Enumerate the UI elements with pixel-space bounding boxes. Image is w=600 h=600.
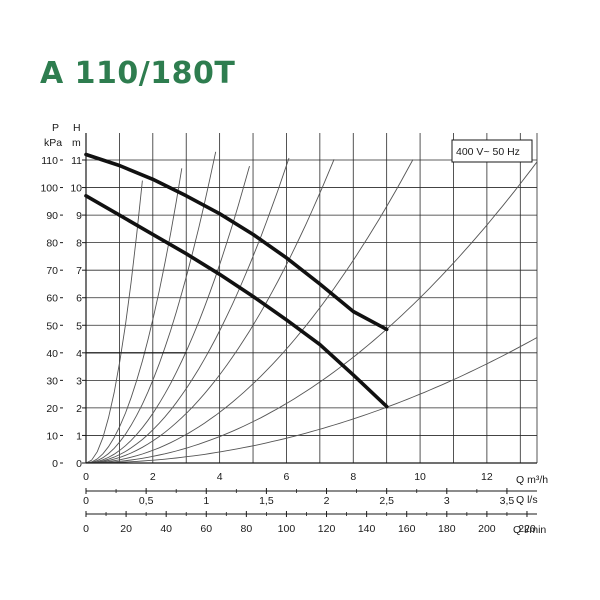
- p-axis-unit-2: kPa: [44, 137, 62, 149]
- system-curve: [85, 157, 290, 464]
- x-axis-lmin-label: Q l/min: [513, 524, 546, 536]
- p-tick-label: 30: [46, 375, 58, 387]
- pump-curves: [84, 152, 389, 409]
- voltage-annotation: 400 V~ 50 Hz: [456, 146, 520, 158]
- p-tick-label: 40: [46, 348, 58, 360]
- h-axis-unit-2: m: [72, 137, 81, 149]
- m3h-tick-label: 10: [414, 471, 426, 483]
- system-curve: [86, 161, 538, 464]
- lmin-tick-label: 180: [438, 523, 456, 535]
- m3h-tick-label: 12: [481, 471, 493, 483]
- h-tick-label: 3: [76, 375, 82, 387]
- chart-title: A 110/180T: [40, 56, 236, 91]
- grid: [85, 133, 538, 464]
- lmin-tick-label: 100: [278, 523, 296, 535]
- p-tick-label: 70: [46, 265, 58, 277]
- lmin-tick-label: 160: [398, 523, 416, 535]
- p-axis-unit-1: P: [52, 122, 59, 134]
- h-tick-label: 5: [76, 320, 82, 332]
- p-tick-label: 100: [40, 183, 58, 195]
- lmin-tick-label: 120: [318, 523, 336, 535]
- x-axis-m3h-label: Q m³/h: [516, 474, 548, 486]
- p-tick-label: 60: [46, 293, 58, 305]
- h-tick-label: 4: [76, 348, 82, 360]
- axes: 0123456789101101020304050607080901001100…: [40, 133, 537, 535]
- ls-tick-label: 2: [324, 495, 330, 507]
- lmin-tick-label: 200: [478, 523, 496, 535]
- h-tick-label: 11: [71, 155, 82, 167]
- p-tick-label: 0: [52, 458, 58, 470]
- lmin-tick-label: 20: [120, 523, 132, 535]
- p-tick-label: 110: [41, 155, 58, 167]
- pump-curve: [84, 194, 389, 409]
- m3h-tick-label: 2: [150, 471, 156, 483]
- lmin-tick-label: 80: [241, 523, 253, 535]
- system-curve: [85, 159, 335, 464]
- system-curve: [85, 180, 143, 464]
- h-tick-label: 8: [76, 238, 82, 250]
- system-curve: [85, 165, 250, 464]
- h-tick-label: 6: [76, 293, 82, 305]
- h-tick-label: 2: [76, 403, 82, 415]
- h-tick-label: 0: [76, 458, 82, 470]
- system-curves: [85, 151, 538, 464]
- h-axis-unit-1: H: [73, 122, 81, 134]
- ls-tick-label: 1: [203, 495, 209, 507]
- ls-tick-label: 0: [83, 495, 89, 507]
- p-tick-label: 80: [46, 238, 58, 250]
- voltage-box: [451, 139, 533, 163]
- ls-tick-label: 2,5: [379, 495, 394, 507]
- lmin-tick-label: 140: [358, 523, 376, 535]
- lmin-tick-label: 40: [160, 523, 172, 535]
- x-axis-ls-label: Q l/s: [516, 494, 538, 506]
- ls-tick-label: 3,5: [500, 495, 515, 507]
- h-tick-label: 9: [76, 210, 82, 222]
- pump-curve: [84, 152, 389, 332]
- lmin-tick-label: 60: [200, 523, 212, 535]
- system-curve: [86, 337, 538, 464]
- p-tick-label: 50: [46, 320, 58, 332]
- system-curve: [85, 151, 217, 464]
- lmin-tick-label: 220: [518, 523, 536, 535]
- system-curve: [85, 159, 414, 464]
- m3h-tick-label: 0: [83, 471, 89, 483]
- m3h-tick-label: 4: [217, 471, 223, 483]
- m3h-tick-label: 8: [350, 471, 356, 483]
- ls-tick-label: 0,5: [139, 495, 154, 507]
- system-curve: [85, 168, 183, 464]
- ls-tick-label: 3: [444, 495, 450, 507]
- lmin-tick-label: 0: [83, 523, 89, 535]
- p-tick-label: 10: [46, 430, 58, 442]
- p-tick-label: 20: [46, 403, 58, 415]
- h-tick-label: 1: [76, 430, 82, 442]
- h-tick-label: 7: [76, 265, 82, 277]
- h-tick-label: 10: [70, 183, 82, 195]
- ls-tick-label: 1,5: [259, 495, 274, 507]
- p-tick-label: 90: [46, 210, 58, 222]
- m3h-tick-label: 6: [284, 471, 290, 483]
